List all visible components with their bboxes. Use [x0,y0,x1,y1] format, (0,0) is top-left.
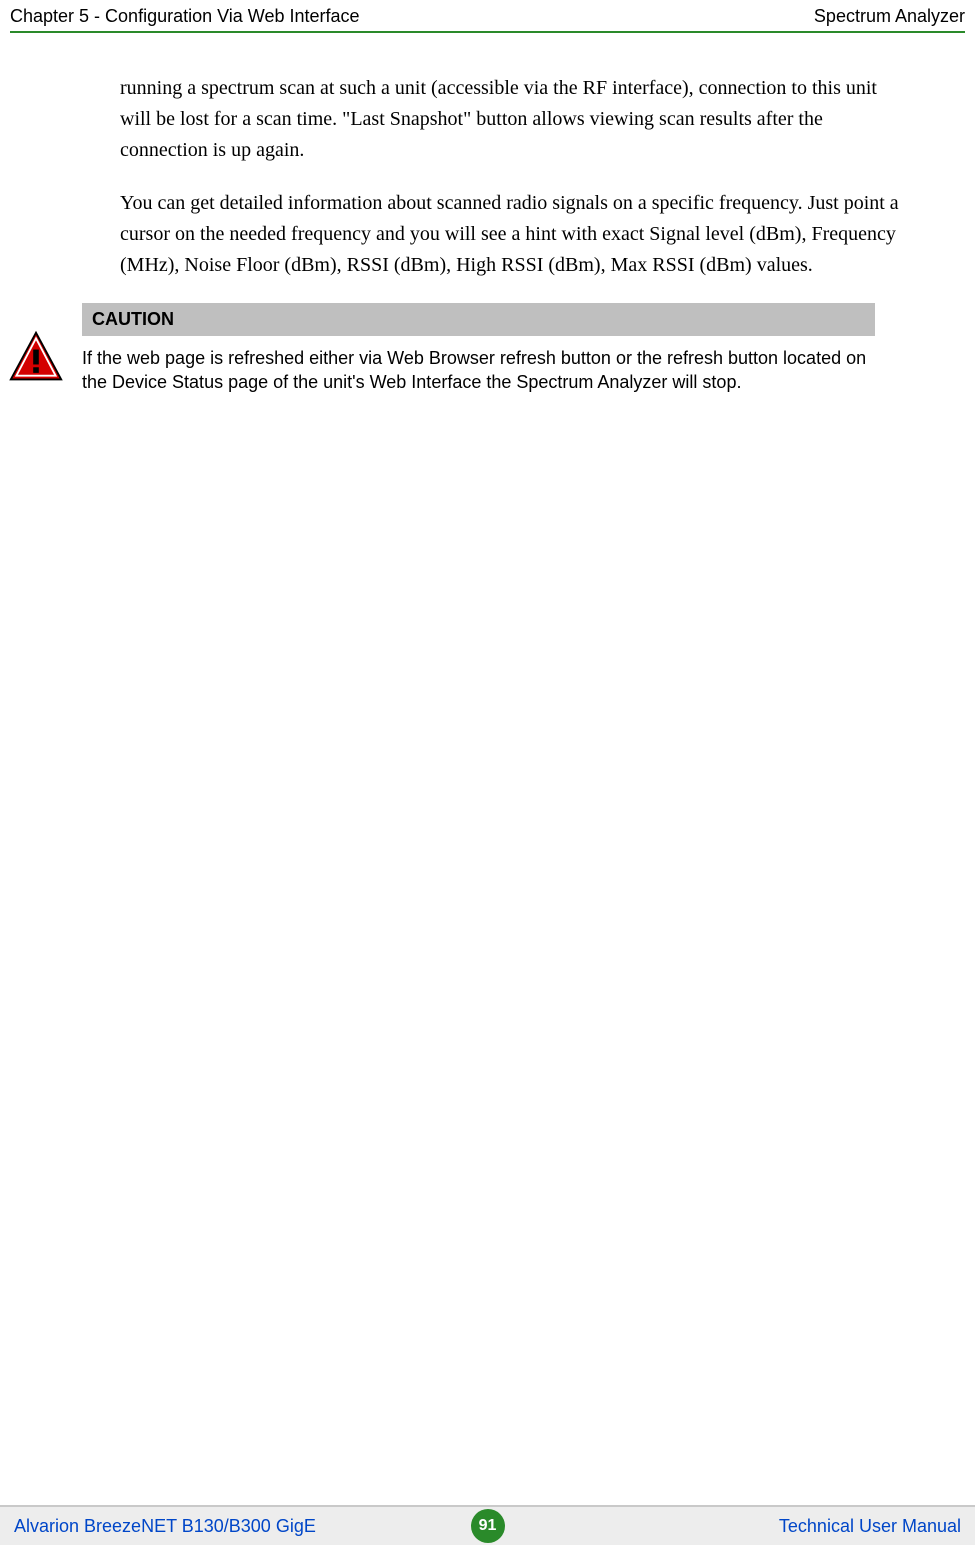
paragraph-1: running a spectrum scan at such a unit (… [120,73,900,166]
body-area: running a spectrum scan at such a unit (… [0,33,975,1505]
caution-block: CAUTION If the web page is refreshed eit… [0,303,915,395]
footer-right: Technical User Manual [779,1516,961,1537]
paragraph-2: You can get detailed information about s… [120,188,900,281]
caution-title: CAUTION [82,303,875,336]
page-number-badge: 91 [471,1509,505,1543]
page-header: Chapter 5 - Configuration Via Web Interf… [0,0,975,31]
page-footer: Alvarion BreezeNET B130/B300 GigE 91 Tec… [0,1505,975,1545]
warning-icon [8,329,64,385]
caution-content: CAUTION If the web page is refreshed eit… [82,303,875,395]
header-right: Spectrum Analyzer [814,6,965,27]
header-left: Chapter 5 - Configuration Via Web Interf… [10,6,360,27]
page: Chapter 5 - Configuration Via Web Interf… [0,0,975,1545]
footer-left: Alvarion BreezeNET B130/B300 GigE [14,1516,316,1537]
caution-text: If the web page is refreshed either via … [82,336,875,395]
